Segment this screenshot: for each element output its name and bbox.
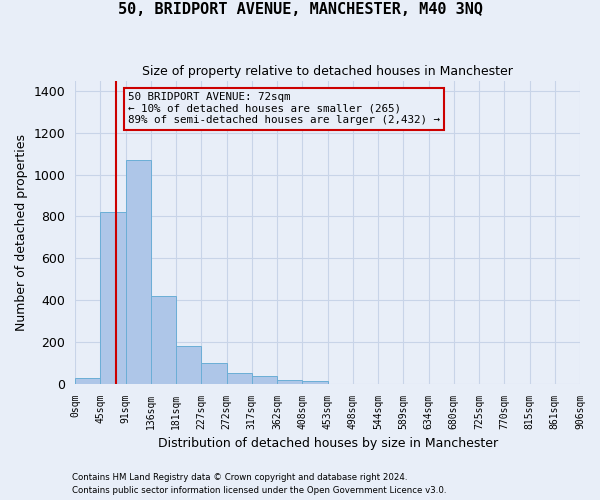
Bar xyxy=(125,160,151,384)
Bar xyxy=(151,296,176,384)
Text: 50, BRIDPORT AVENUE, MANCHESTER, M40 3NQ: 50, BRIDPORT AVENUE, MANCHESTER, M40 3NQ xyxy=(118,2,482,18)
Text: 50 BRIDPORT AVENUE: 72sqm
← 10% of detached houses are smaller (265)
89% of semi: 50 BRIDPORT AVENUE: 72sqm ← 10% of detac… xyxy=(128,92,440,126)
Bar xyxy=(75,378,100,384)
Bar xyxy=(100,212,125,384)
Bar xyxy=(202,363,227,384)
Bar xyxy=(277,380,302,384)
X-axis label: Distribution of detached houses by size in Manchester: Distribution of detached houses by size … xyxy=(158,437,497,450)
Text: Contains HM Land Registry data © Crown copyright and database right 2024.
Contai: Contains HM Land Registry data © Crown c… xyxy=(72,474,446,495)
Bar xyxy=(252,376,277,384)
Title: Size of property relative to detached houses in Manchester: Size of property relative to detached ho… xyxy=(142,65,513,78)
Y-axis label: Number of detached properties: Number of detached properties xyxy=(15,134,28,330)
Bar xyxy=(176,346,202,384)
Bar xyxy=(227,373,252,384)
Bar xyxy=(302,380,328,384)
